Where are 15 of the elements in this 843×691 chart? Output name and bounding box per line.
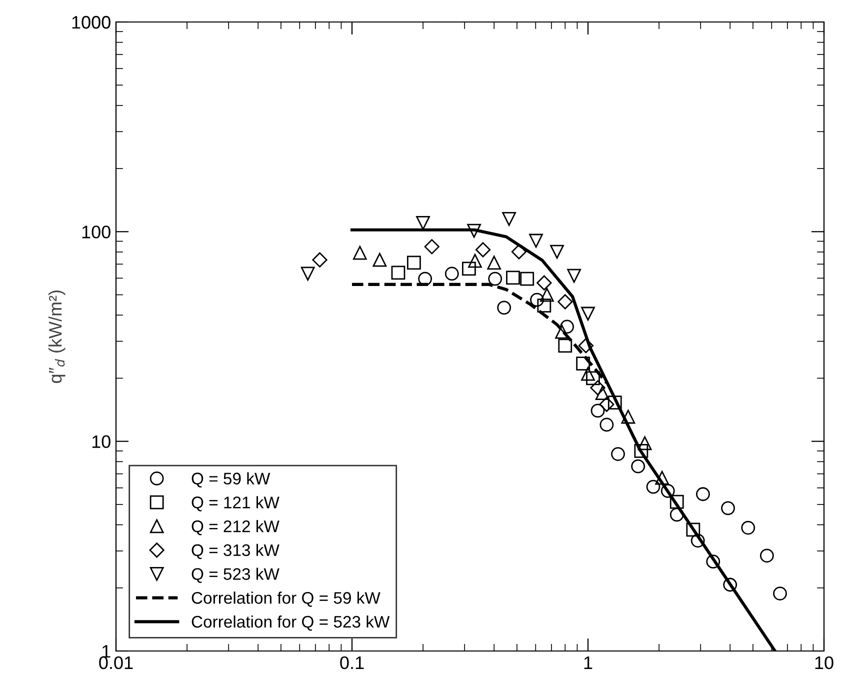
- legend-label: Correlation for Q = 59 kW: [192, 592, 380, 607]
- legend-label: Q = 313 kW: [192, 544, 280, 560]
- legend-label: Q = 523 kW: [192, 568, 280, 583]
- y-axis-title: q″$_{d}$ (kW/m²): [48, 290, 66, 383]
- legend-label: Q = 212 kW: [192, 520, 280, 536]
- x-tick-label: 10: [815, 656, 834, 670]
- y-tick-label: 1000: [72, 16, 110, 29]
- y-tick-label: 10: [92, 435, 110, 448]
- x-tick-label: 0.1: [340, 656, 364, 670]
- x-tick-label: 1: [584, 656, 592, 669]
- legend-label: Q = 59 kW: [192, 472, 270, 488]
- x-tick-label: 0.01: [99, 656, 133, 670]
- legend-label: Q = 121 kW: [192, 496, 280, 512]
- y-tick-label: 100: [82, 226, 110, 238]
- legend-label: Correlation for Q = 523 kW: [192, 615, 390, 631]
